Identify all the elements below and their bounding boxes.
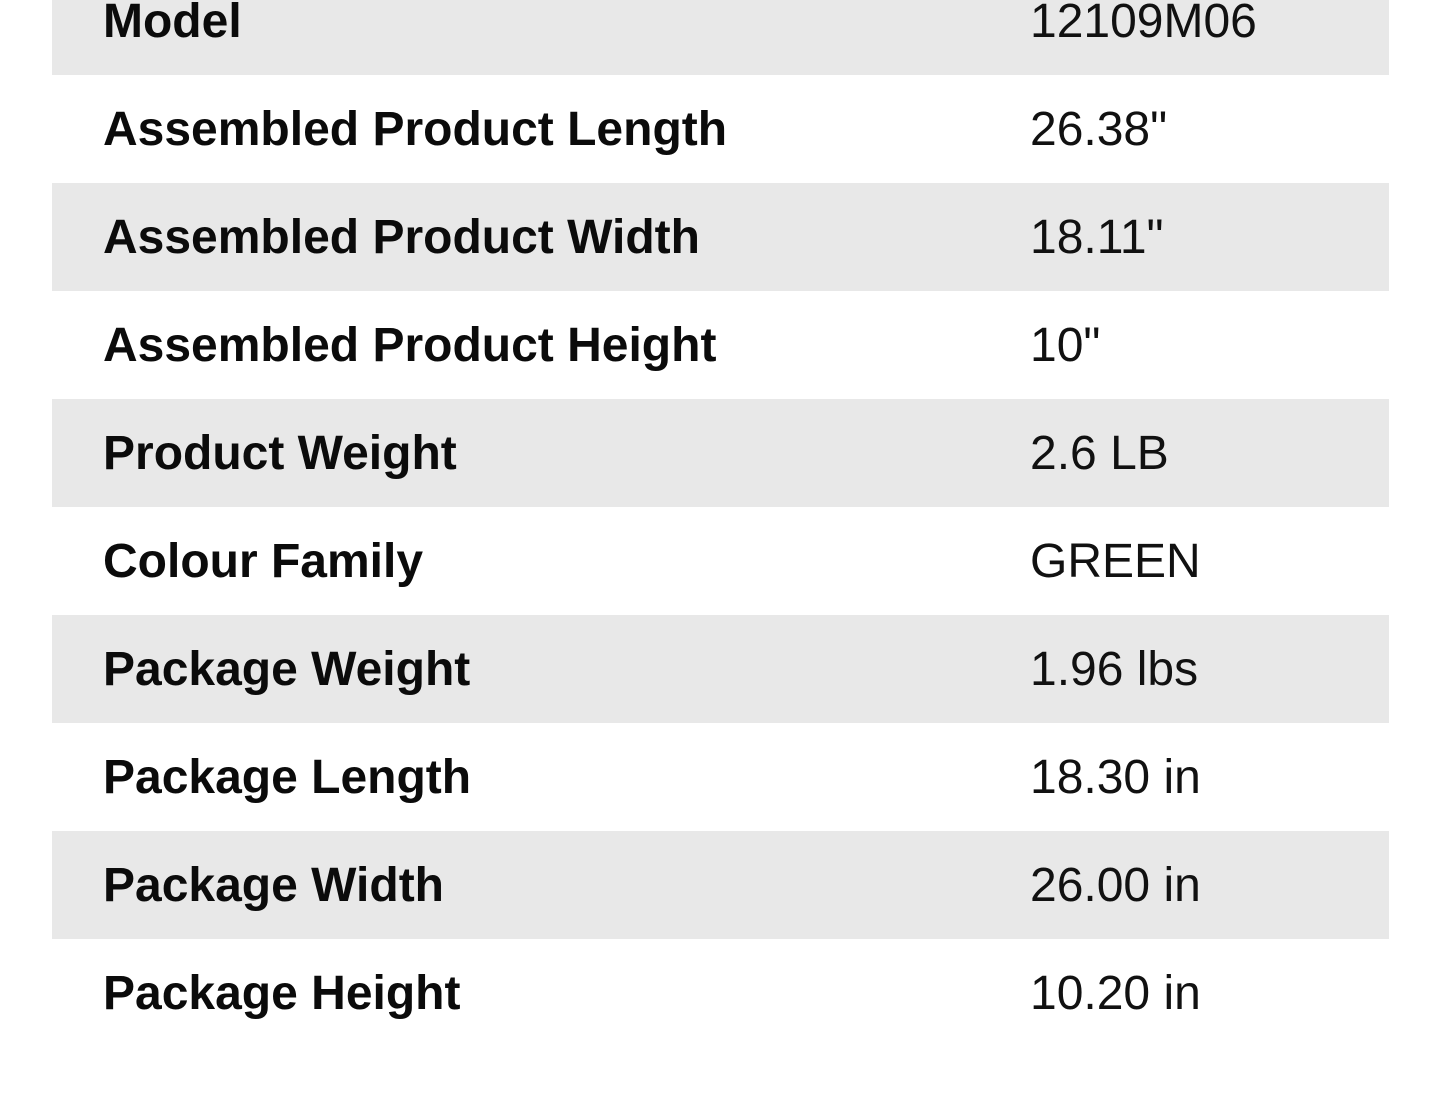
spec-label: Package Length (103, 750, 472, 804)
spec-label: Package Weight (103, 642, 471, 696)
table-row: Assembled Product Length 26.38" (52, 75, 1389, 183)
table-row: Assembled Product Width 18.11" (52, 183, 1389, 291)
table-row: Package Height 10.20 in (52, 939, 1389, 1047)
table-row: Package Length 18.30 in (52, 723, 1389, 831)
table-row: Package Weight 1.96 lbs (52, 615, 1389, 723)
spec-label: Assembled Product Length (103, 102, 728, 156)
spec-value: 18.11" (1030, 210, 1164, 264)
spec-label: Model (103, 0, 242, 48)
spec-label: Assembled Product Height (103, 318, 717, 372)
spec-label: Package Width (103, 858, 444, 912)
spec-label: Colour Family (103, 534, 424, 588)
table-row: Assembled Product Height 10" (52, 291, 1389, 399)
specifications-table: Model 12109M06 Assembled Product Length … (52, 0, 1389, 1047)
spec-value: 10" (1030, 318, 1101, 372)
spec-value: 12109M06 (1030, 0, 1257, 48)
spec-label: Product Weight (103, 426, 457, 480)
spec-value: 2.6 LB (1030, 426, 1169, 480)
spec-value: 18.30 in (1030, 750, 1201, 804)
table-row: Colour Family GREEN (52, 507, 1389, 615)
spec-value: 1.96 lbs (1030, 642, 1199, 696)
spec-label: Package Height (103, 966, 461, 1020)
spec-value: GREEN (1030, 534, 1201, 588)
table-row: Product Weight 2.6 LB (52, 399, 1389, 507)
spec-value: 26.00 in (1030, 858, 1201, 912)
spec-value: 10.20 in (1030, 966, 1201, 1020)
spec-label: Assembled Product Width (103, 210, 700, 264)
spec-value: 26.38" (1030, 102, 1168, 156)
table-row: Model 12109M06 (52, 0, 1389, 75)
table-row: Package Width 26.00 in (52, 831, 1389, 939)
